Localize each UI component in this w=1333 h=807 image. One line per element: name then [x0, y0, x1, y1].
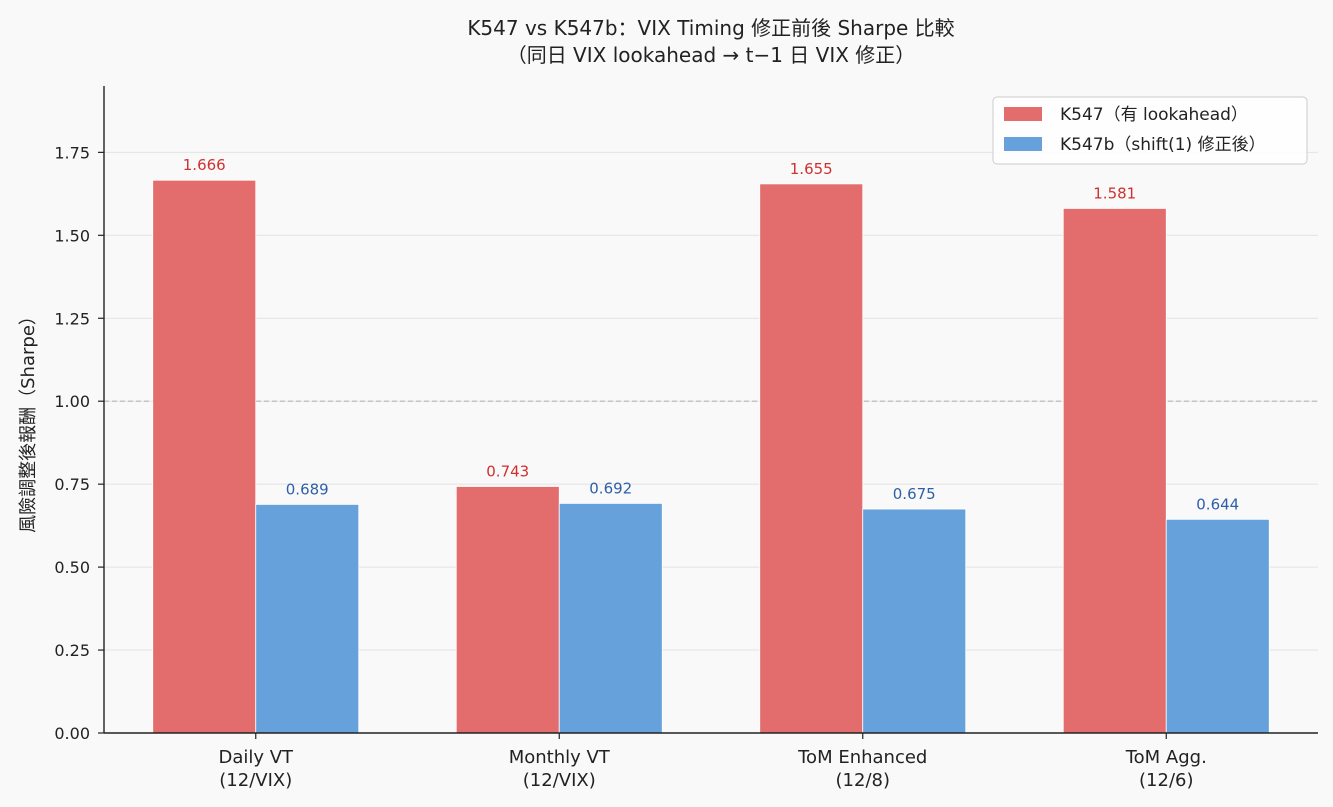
chart-title: K547 vs K547b：VIX Timing 修正前後 Sharpe 比較 [467, 16, 954, 40]
y-tick-label: 1.50 [54, 226, 90, 245]
legend-box [992, 96, 1308, 165]
bar-series-2 [558, 502, 663, 734]
data-label: 0.743 [486, 462, 529, 480]
bar-series-1 [759, 183, 864, 734]
bar-series-1 [152, 179, 257, 734]
data-label: 1.655 [790, 160, 833, 178]
y-tick-label: 0.00 [54, 724, 90, 743]
x-tick-label: Daily VT (12/VIX) [218, 747, 294, 791]
data-label: 0.644 [1196, 495, 1239, 513]
y-tick-label: 1.25 [54, 309, 90, 328]
chart-subtitle: （同日 VIX lookahead → t−1 日 VIX 修正） [507, 43, 916, 67]
axes: 0.00 0.25 0.50 0.75 1.00 1.25 1.50 1.75 Daily VT… [54, 86, 1318, 791]
data-label: 1.581 [1093, 184, 1136, 202]
bar-series-2 [862, 508, 967, 734]
legend-swatch [1004, 107, 1042, 121]
y-tick-label: 0.75 [54, 475, 90, 494]
y-tick-label: 0.25 [54, 641, 90, 660]
legend-swatch [1004, 137, 1042, 151]
bars: 1.666 0.689 0.743 0.692 1.655 0.675 1.581 0.644 [152, 156, 1270, 734]
legend: K547（有 lookahead） K547b（shift(1) 修正後） [992, 96, 1308, 165]
x-tick-label: ToM Enhanced (12/8) [797, 747, 927, 791]
y-tick-label: 0.50 [54, 558, 90, 577]
y-tick-label: 1.00 [54, 392, 90, 411]
x-tick-label: ToM Agg. (12/6) [1125, 747, 1207, 791]
legend-label: K547（有 lookahead） [1060, 105, 1248, 125]
data-label: 1.666 [183, 156, 226, 174]
data-label: 0.692 [589, 479, 632, 497]
bar-series-1 [1062, 208, 1167, 734]
x-tick-label: Monthly VT (12/VIX) [509, 747, 611, 791]
data-label: 0.689 [286, 480, 329, 498]
legend-label: K547b（shift(1) 修正後） [1060, 135, 1266, 155]
bar-series-1 [455, 486, 560, 734]
y-axis-label: 風險調整後報酬（Sharpe） [18, 307, 39, 533]
bar-series-2 [255, 503, 360, 734]
y-tick-label: 1.75 [54, 143, 90, 162]
data-label: 0.675 [893, 485, 936, 503]
bar-series-2 [1165, 518, 1270, 734]
